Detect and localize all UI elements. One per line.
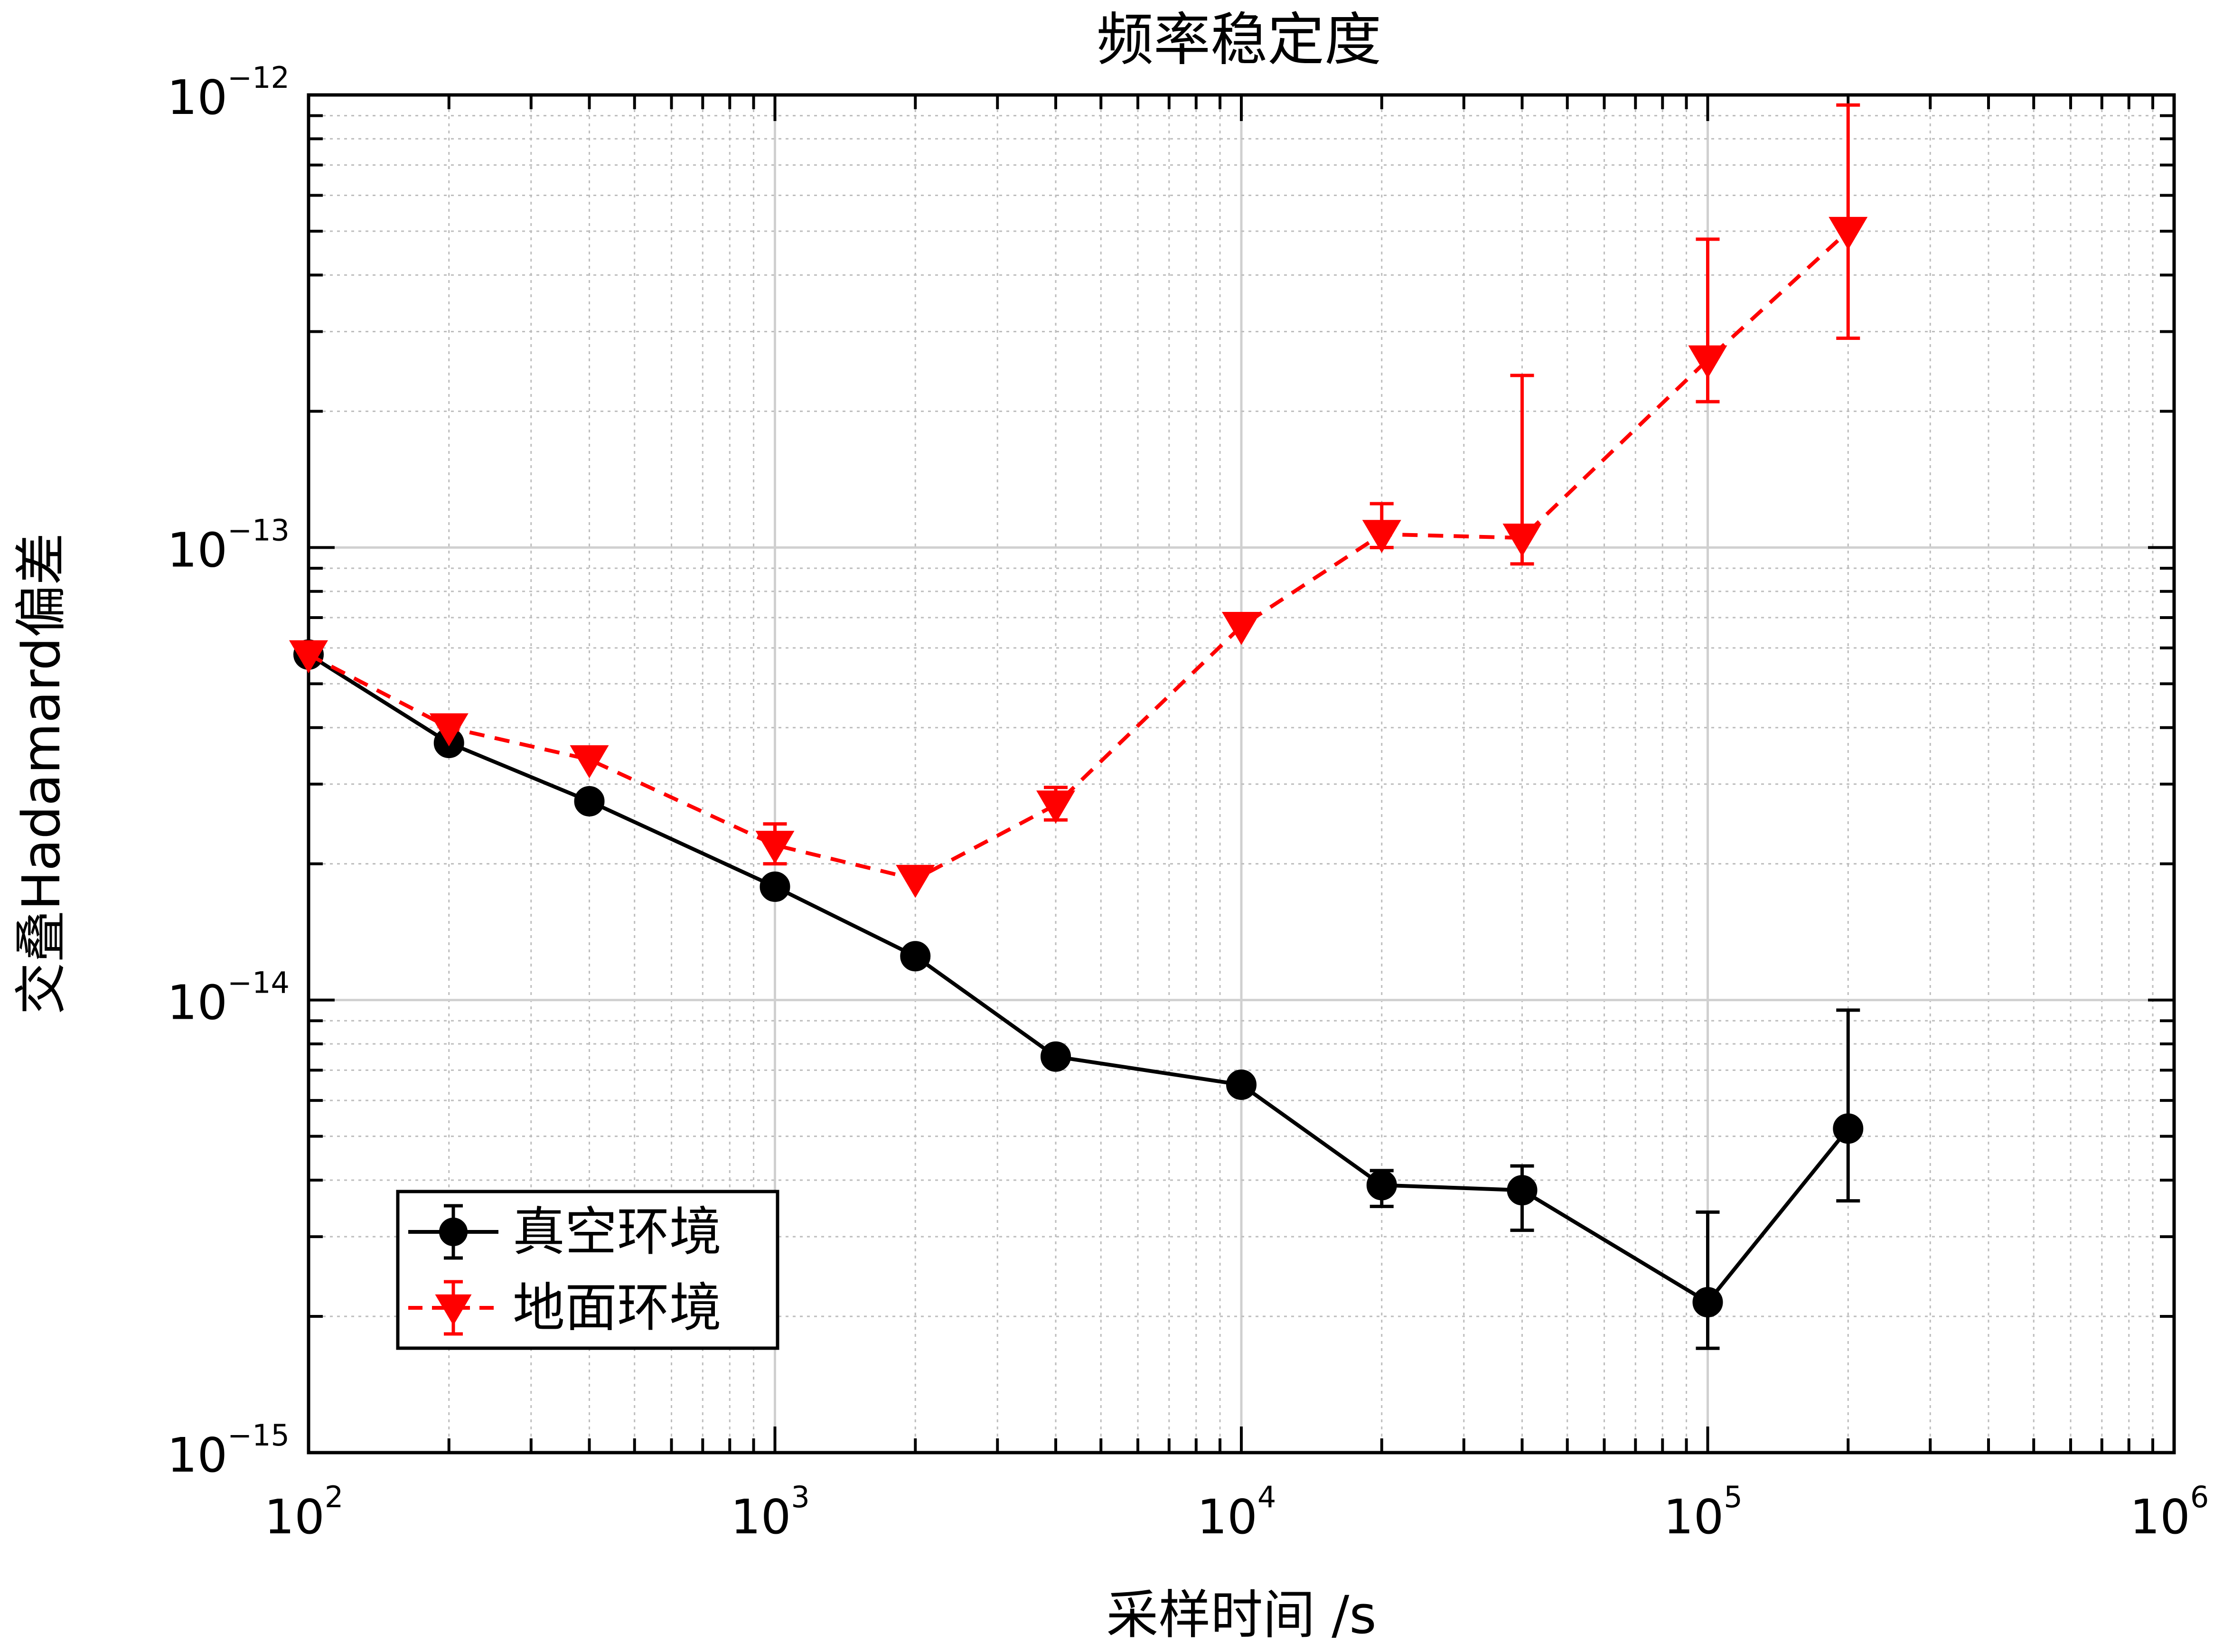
data-point [1688, 345, 1727, 379]
data-point [755, 831, 795, 864]
data-point [429, 713, 469, 747]
data-point [900, 941, 931, 972]
x-tick-label: 104 [1197, 1480, 1276, 1545]
legend-label: 真空环境 [513, 1201, 722, 1262]
y-axis-label: 交叠Hadamard偏差 [11, 533, 72, 1014]
data-point [1226, 1070, 1257, 1100]
legend-label: 地面环境 [513, 1277, 722, 1338]
data-point [1833, 1113, 1864, 1144]
y-tick-label: 10−14 [167, 966, 290, 1031]
y-tick-label: 10−15 [167, 1418, 290, 1483]
data-point [1041, 1041, 1071, 1072]
data-point [760, 871, 790, 902]
plot-area [307, 93, 2176, 1455]
x-tick-label: 103 [731, 1480, 810, 1545]
legend-marker [439, 1218, 468, 1246]
series-layer [289, 103, 1868, 1350]
data-point [1366, 1170, 1397, 1201]
data-point [1507, 1175, 1538, 1206]
data-point [896, 864, 935, 898]
data-point [1222, 612, 1261, 645]
x-tick-label: 105 [1663, 1480, 1743, 1545]
data-point [574, 786, 605, 817]
y-tick-label: 10−13 [167, 513, 290, 578]
x-tick-label: 106 [2130, 1480, 2209, 1545]
data-point [289, 640, 328, 674]
chart-title: 频率稳定度 [1097, 7, 1381, 73]
legend-marker [435, 1294, 472, 1326]
y-tick-label: 10−12 [167, 60, 290, 125]
data-point [1692, 1287, 1723, 1318]
legend-box [396, 1190, 779, 1350]
data-point [1502, 524, 1542, 557]
data-point [570, 745, 609, 779]
series-2 [289, 103, 1868, 898]
data-point [1829, 216, 1868, 250]
x-axis-label: 采样时间 /s [1106, 1585, 1376, 1645]
data-point [1036, 790, 1076, 824]
x-tick-label: 102 [264, 1480, 344, 1545]
series-line [308, 230, 1850, 882]
data-point [1362, 520, 1401, 553]
ticks: 102 103 104 105 106 10−15 10−14 10−13 10−12 [167, 60, 2209, 1545]
